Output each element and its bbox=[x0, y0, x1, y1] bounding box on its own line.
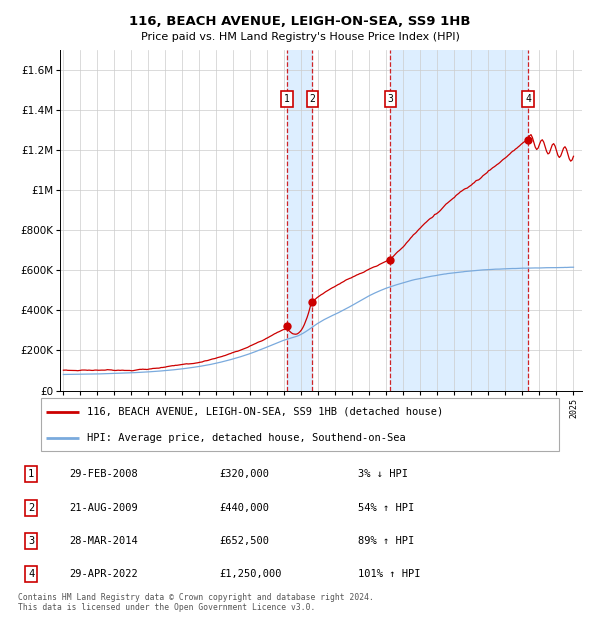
Text: 1: 1 bbox=[284, 94, 290, 104]
Text: 29-APR-2022: 29-APR-2022 bbox=[70, 569, 139, 579]
Bar bbox=[287, 50, 313, 391]
Text: 54% ↑ HPI: 54% ↑ HPI bbox=[358, 503, 414, 513]
Bar bbox=[391, 50, 528, 391]
Text: £1,250,000: £1,250,000 bbox=[220, 569, 282, 579]
FancyBboxPatch shape bbox=[41, 398, 559, 451]
Text: 2: 2 bbox=[310, 94, 315, 104]
Text: £652,500: £652,500 bbox=[220, 536, 269, 546]
Text: 28-MAR-2014: 28-MAR-2014 bbox=[70, 536, 139, 546]
Text: 116, BEACH AVENUE, LEIGH-ON-SEA, SS9 1HB: 116, BEACH AVENUE, LEIGH-ON-SEA, SS9 1HB bbox=[129, 15, 471, 28]
Text: £320,000: £320,000 bbox=[220, 469, 269, 479]
Text: 2: 2 bbox=[28, 503, 34, 513]
Text: £440,000: £440,000 bbox=[220, 503, 269, 513]
Text: Contains HM Land Registry data © Crown copyright and database right 2024.
This d: Contains HM Land Registry data © Crown c… bbox=[18, 593, 374, 613]
Text: 1: 1 bbox=[28, 469, 34, 479]
Text: 101% ↑ HPI: 101% ↑ HPI bbox=[358, 569, 420, 579]
Text: HPI: Average price, detached house, Southend-on-Sea: HPI: Average price, detached house, Sout… bbox=[86, 433, 406, 443]
Text: 3: 3 bbox=[28, 536, 34, 546]
Text: 4: 4 bbox=[525, 94, 531, 104]
Text: 21-AUG-2009: 21-AUG-2009 bbox=[70, 503, 139, 513]
Text: Price paid vs. HM Land Registry's House Price Index (HPI): Price paid vs. HM Land Registry's House … bbox=[140, 32, 460, 42]
Text: 29-FEB-2008: 29-FEB-2008 bbox=[70, 469, 139, 479]
Text: 3% ↓ HPI: 3% ↓ HPI bbox=[358, 469, 407, 479]
Text: 89% ↑ HPI: 89% ↑ HPI bbox=[358, 536, 414, 546]
Text: 116, BEACH AVENUE, LEIGH-ON-SEA, SS9 1HB (detached house): 116, BEACH AVENUE, LEIGH-ON-SEA, SS9 1HB… bbox=[86, 407, 443, 417]
Text: 3: 3 bbox=[388, 94, 394, 104]
Text: 4: 4 bbox=[28, 569, 34, 579]
